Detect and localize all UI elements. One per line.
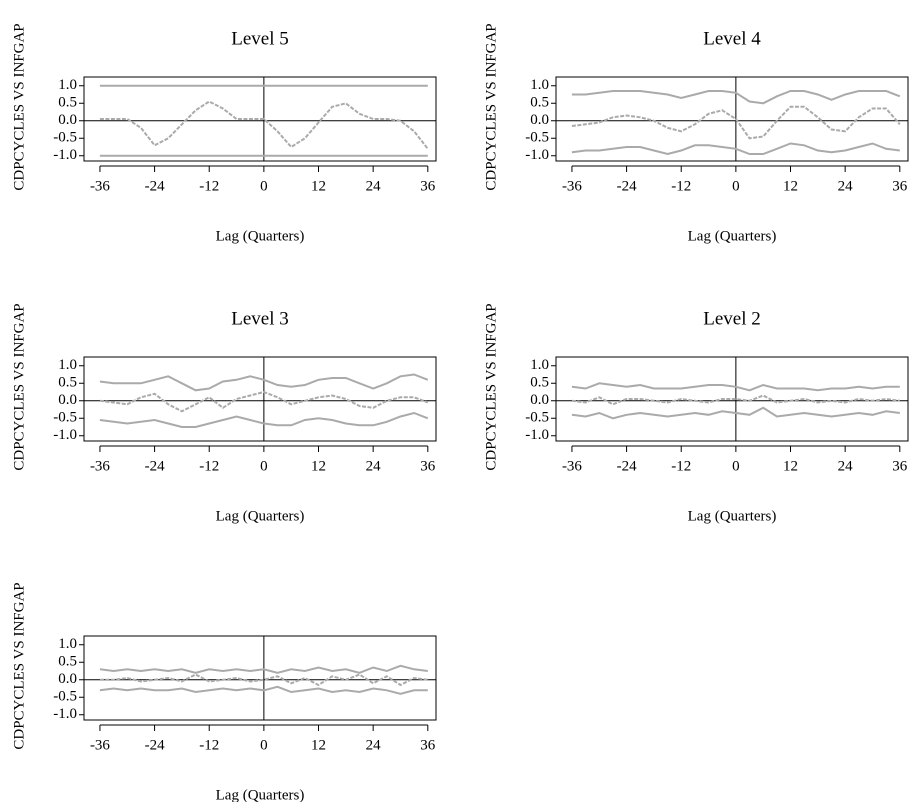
x-tick-label: 24 — [838, 178, 854, 194]
y-tick-label: -0.5 — [525, 130, 549, 146]
y-tick-label: 0.5 — [530, 375, 549, 391]
series-line — [571, 394, 900, 406]
y-tick-label: -0.5 — [525, 410, 549, 426]
x-tick-label: -24 — [145, 737, 165, 753]
series-line — [571, 105, 901, 140]
series-line — [99, 664, 428, 674]
y-axis-label: CDPCYCLES VS INFGAP — [483, 23, 499, 190]
x-tick-label: -24 — [145, 178, 165, 194]
y-tick-label: 0.0 — [530, 112, 549, 128]
y-tick-label: 0.5 — [58, 375, 77, 391]
x-tick-label: 24 — [366, 178, 382, 194]
x-tick-label: 24 — [366, 737, 382, 753]
x-tick-label: 12 — [311, 737, 326, 753]
panel: Level 4 Lag (Quarters) CDPCYCLES VS INFGAP… — [483, 23, 909, 244]
x-axis-label: Lag (Quarters) — [216, 228, 305, 244]
x-tick-label: -12 — [199, 178, 219, 194]
series-line — [571, 90, 901, 105]
x-tick-label: 36 — [892, 178, 908, 194]
x-tick-label: -36 — [562, 178, 582, 194]
x-tick-label: 24 — [366, 458, 382, 474]
x-axis-label: Lag (Quarters) — [688, 228, 777, 244]
y-axis-label: CDPCYCLES VS INFGAP — [11, 582, 27, 749]
y-tick-label: -0.5 — [53, 689, 77, 705]
y-tick-label: 0.5 — [530, 95, 549, 111]
series-line — [571, 382, 900, 392]
series-line — [99, 673, 428, 687]
x-tick-label: -24 — [617, 178, 637, 194]
x-tick-label: 12 — [783, 458, 798, 474]
series-line — [99, 411, 429, 428]
x-tick-label: 0 — [732, 458, 740, 474]
chart-title: Level 4 — [703, 28, 761, 49]
y-tick-label: 1.0 — [58, 77, 77, 93]
plot-frame — [83, 356, 437, 442]
y-tick-label: 0.5 — [58, 95, 77, 111]
series-line — [99, 100, 429, 150]
y-tick-label: -1.0 — [525, 147, 549, 163]
chart-title: Level 3 — [231, 308, 289, 329]
x-tick-label: -36 — [562, 458, 582, 474]
y-tick-label: 0.0 — [58, 671, 77, 687]
chart-title: Level 5 — [231, 28, 289, 49]
y-tick-label: -0.5 — [53, 410, 77, 426]
x-tick-label: 36 — [420, 737, 436, 753]
chart-title: Level 2 — [703, 308, 761, 329]
y-tick-label: 1.0 — [58, 636, 77, 652]
x-axis-label: Lag (Quarters) — [216, 508, 305, 524]
series-line — [99, 373, 429, 392]
x-tick-label: -12 — [671, 178, 691, 194]
x-tick-label: 36 — [420, 178, 436, 194]
series-line — [99, 685, 428, 695]
x-tick-label: -36 — [90, 178, 110, 194]
x-tick-label: 0 — [260, 458, 268, 474]
x-tick-label: 36 — [892, 458, 908, 474]
plot-frame — [83, 635, 437, 721]
y-tick-label: -1.0 — [53, 147, 77, 163]
y-tick-label: 0.5 — [58, 654, 77, 670]
x-tick-label: 24 — [838, 458, 854, 474]
series-line — [571, 142, 900, 156]
x-tick-label: -36 — [90, 458, 110, 474]
series-line — [99, 390, 429, 413]
y-axis-label: CDPCYCLES VS INFGAP — [483, 303, 499, 470]
panel: Level 5 Lag (Quarters) CDPCYCLES VS INFGAP… — [11, 23, 437, 244]
plot-frame — [555, 76, 909, 162]
y-tick-label: -1.0 — [53, 427, 77, 443]
y-axis-label: CDPCYCLES VS INFGAP — [11, 23, 27, 190]
y-tick-label: -1.0 — [525, 427, 549, 443]
x-tick-label: -24 — [145, 458, 165, 474]
x-axis-label: Lag (Quarters) — [688, 508, 777, 524]
y-tick-label: 1.0 — [530, 357, 549, 373]
y-tick-label: 1.0 — [58, 357, 77, 373]
x-tick-label: 0 — [260, 737, 268, 753]
x-tick-label: -12 — [671, 458, 691, 474]
panel: Lag (Quarters) CDPCYCLES VS INFGAP -36 -24 -… — [11, 582, 437, 802]
plot-frame — [555, 356, 909, 442]
x-tick-label: -36 — [90, 737, 110, 753]
panel: Level 2 Lag (Quarters) CDPCYCLES VS INFGAP… — [483, 303, 909, 524]
x-tick-label: -24 — [617, 458, 637, 474]
x-tick-label: 12 — [311, 178, 326, 194]
x-tick-label: 36 — [420, 458, 436, 474]
x-tick-label: 12 — [311, 458, 326, 474]
x-tick-label: 0 — [732, 178, 740, 194]
x-tick-label: -12 — [199, 737, 219, 753]
plot-frame — [83, 76, 437, 162]
y-tick-label: -1.0 — [53, 706, 77, 722]
y-tick-label: 0.0 — [530, 392, 549, 408]
y-tick-label: 1.0 — [530, 77, 549, 93]
y-tick-label: 0.0 — [58, 112, 77, 128]
x-tick-label: -12 — [199, 458, 219, 474]
y-axis-label: CDPCYCLES VS INFGAP — [11, 303, 27, 470]
y-tick-label: -0.5 — [53, 130, 77, 146]
panel: Level 3 Lag (Quarters) CDPCYCLES VS INFGAP… — [11, 303, 437, 524]
series-line — [571, 406, 900, 420]
x-tick-label: 0 — [260, 178, 268, 194]
y-tick-label: 0.0 — [58, 392, 77, 408]
x-axis-label: Lag (Quarters) — [216, 787, 305, 802]
x-tick-label: 12 — [783, 178, 798, 194]
